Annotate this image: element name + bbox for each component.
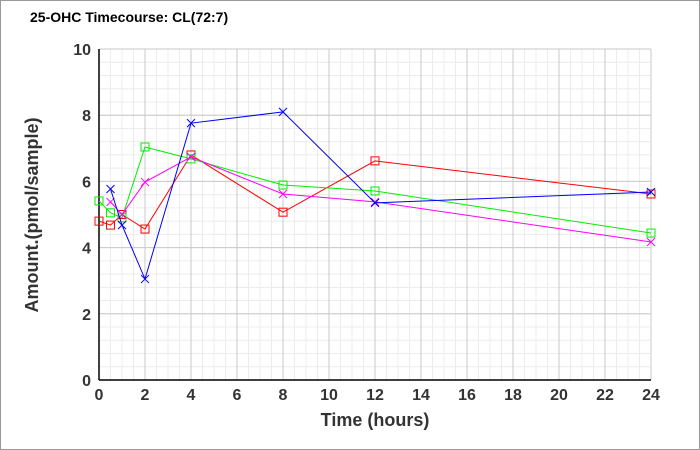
y-tick-label: 8 — [82, 108, 91, 125]
marker-stroke — [140, 177, 150, 187]
x-tick-label: 20 — [550, 387, 568, 404]
data-point-green — [140, 142, 150, 152]
data-point-magenta — [278, 189, 288, 199]
x-tick-label: 22 — [596, 387, 614, 404]
marker-stroke — [370, 197, 380, 207]
data-point-red — [370, 156, 380, 166]
data-point-green — [106, 208, 115, 218]
x-axis-label: Time (hours) — [321, 410, 430, 430]
data-point-magenta — [370, 197, 380, 207]
y-tick-label: 0 — [82, 373, 91, 390]
y-axis-label: Amount.(pmol/sample) — [22, 117, 42, 312]
y-tick-label: 10 — [73, 42, 91, 59]
x-tick-label: 18 — [504, 387, 522, 404]
x-tick-label: 16 — [458, 387, 476, 404]
marker-stroke — [370, 198, 380, 208]
series-line-red — [98, 154, 652, 230]
data-point-blue — [186, 118, 196, 128]
data-point-blue — [106, 184, 115, 194]
data-point-green — [646, 228, 656, 238]
data-point-magenta — [646, 237, 656, 247]
y-tick-label: 6 — [82, 174, 91, 191]
x-tick-label: 14 — [412, 387, 430, 404]
data-point-red — [94, 216, 104, 226]
data-point-green — [94, 196, 104, 206]
x-tick-label: 2 — [141, 387, 150, 404]
marker-stroke — [140, 274, 150, 284]
series-line-green — [98, 146, 652, 234]
data-point-green — [370, 186, 380, 196]
data-point-blue — [117, 220, 127, 230]
data-point-red — [646, 189, 656, 199]
marker-stroke — [278, 189, 288, 199]
data-point-blue — [370, 198, 380, 208]
data-point-blue — [646, 187, 656, 197]
x-tick-label: 6 — [233, 387, 242, 404]
data-point-magenta — [140, 177, 150, 187]
data-point-red — [106, 220, 115, 230]
data-point-red — [278, 207, 288, 217]
data-point-magenta — [186, 152, 196, 162]
x-tick-label: 8 — [279, 387, 288, 404]
marker-stroke — [278, 107, 288, 117]
data-point-red — [140, 224, 150, 234]
x-tick-label: 10 — [320, 387, 338, 404]
y-tick-label: 4 — [82, 241, 91, 258]
chart-title: 25-OHC Timecourse: CL(72:7) — [30, 9, 229, 25]
marker-stroke — [646, 237, 656, 247]
marker-stroke — [646, 187, 656, 197]
data-point-blue — [140, 274, 150, 284]
data-point-green — [278, 180, 288, 190]
y-tick-label: 2 — [82, 307, 91, 324]
x-tick-label: 4 — [187, 387, 196, 404]
x-tick-label: 0 — [95, 387, 104, 404]
marker-stroke — [186, 152, 196, 162]
x-tick-label: 24 — [642, 387, 660, 404]
marker-stroke — [106, 184, 115, 194]
data-point-blue — [278, 107, 288, 117]
marker-stroke — [117, 220, 127, 230]
x-tick-label: 12 — [366, 387, 384, 404]
marker-stroke — [106, 197, 115, 207]
marker-stroke — [186, 118, 196, 128]
data-point-magenta — [106, 197, 115, 207]
